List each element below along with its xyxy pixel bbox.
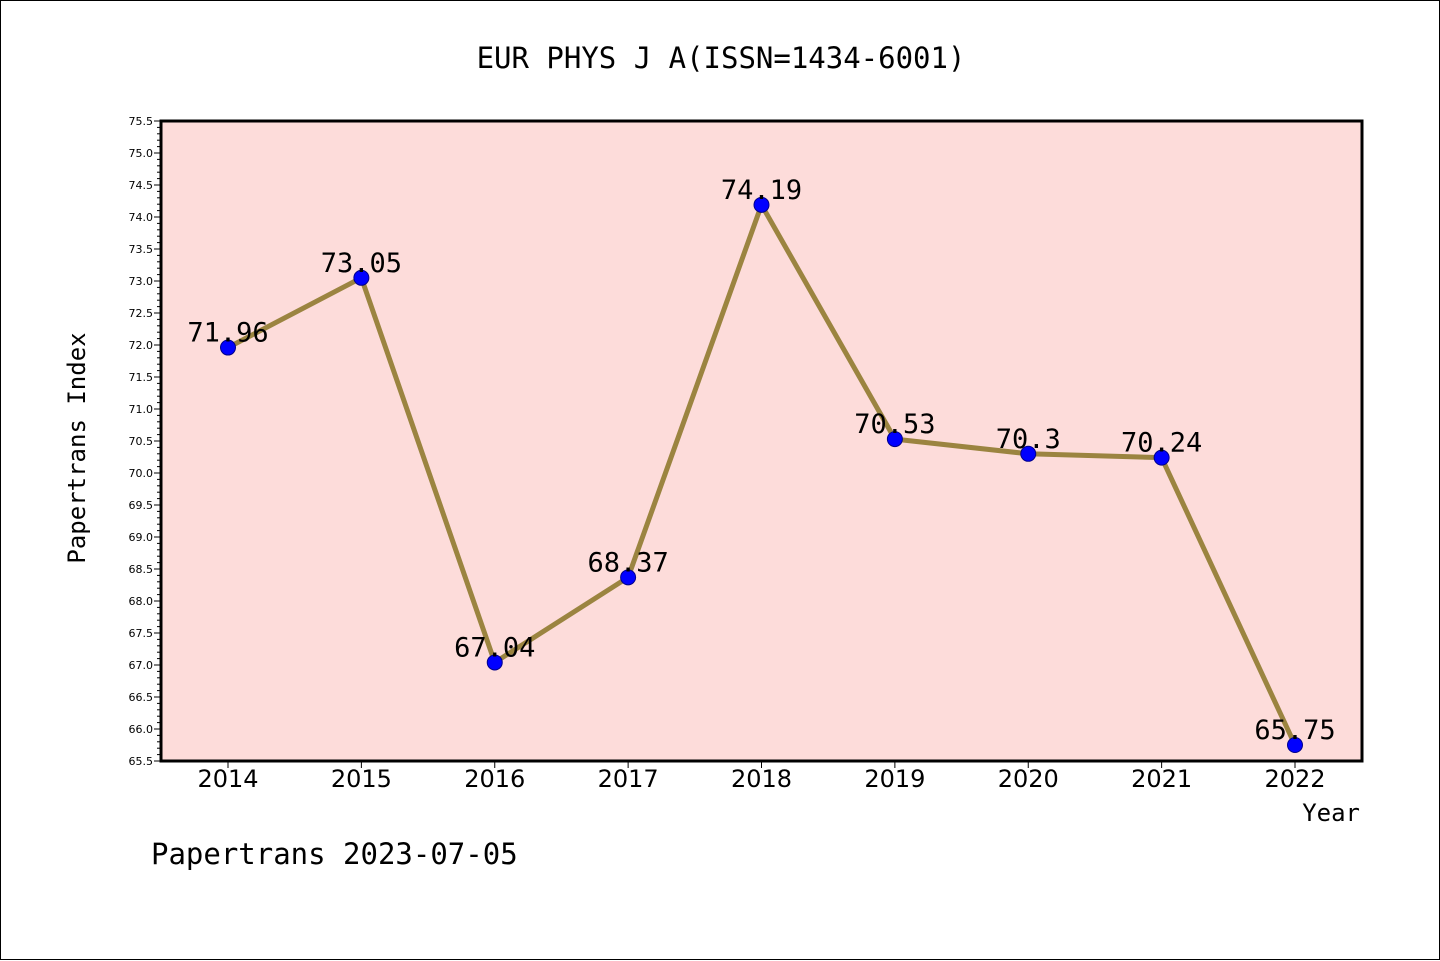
data-label: 74.19 xyxy=(721,175,802,206)
data-point-marker xyxy=(1020,445,1037,462)
y-tick-label: 71.0 xyxy=(129,403,154,416)
x-tick-label: 2015 xyxy=(331,765,392,793)
y-tick-label: 71.5 xyxy=(129,371,154,384)
data-point-marker xyxy=(353,269,370,286)
y-tick-label: 66.5 xyxy=(129,691,154,704)
y-tick-label: 72.0 xyxy=(129,339,154,352)
y-tick-label: 70.0 xyxy=(129,467,154,480)
y-tick-label: 74.0 xyxy=(129,211,154,224)
y-tick-label: 70.5 xyxy=(129,435,154,448)
plot-border xyxy=(159,119,1364,763)
chart-title: EUR PHYS J A(ISSN=1434-6001) xyxy=(477,41,966,75)
y-tick-label: 74.5 xyxy=(129,179,154,192)
y-axis-ticks: 65.5 66.0 66.5 67.0 67.5 68.0 68.5 69.0 69.5 70.0… xyxy=(129,115,161,768)
x-axis-label: Year xyxy=(1302,799,1360,827)
data-label: 68.37 xyxy=(587,547,668,578)
y-tick-label: 65.5 xyxy=(129,755,154,768)
x-tick-label: 2021 xyxy=(1131,765,1192,793)
y-tick-label: 68.5 xyxy=(129,563,154,576)
data-label: 70.3 xyxy=(996,424,1061,455)
data-label: 70.53 xyxy=(854,409,935,440)
y-tick-label: 72.5 xyxy=(129,307,154,320)
x-tick-label: 2019 xyxy=(864,765,925,793)
x-tick-label: 2014 xyxy=(197,765,258,793)
data-label: 71.96 xyxy=(187,318,268,349)
y-tick-label: 75.5 xyxy=(129,115,154,128)
y-axis-label: Papertrans Index xyxy=(63,332,91,563)
data-point-marker xyxy=(1287,737,1303,753)
y-tick-label: 66.0 xyxy=(129,723,154,736)
y-tick-label: 68.0 xyxy=(129,595,154,608)
y-tick-label: 73.5 xyxy=(129,243,154,256)
y-tick-label: 73.0 xyxy=(129,275,154,288)
data-point-marker xyxy=(753,196,770,213)
data-label: 70.24 xyxy=(1121,428,1202,459)
y-tick-label: 67.0 xyxy=(129,659,154,672)
data-point-marker xyxy=(886,431,903,448)
y-tick-label: 67.5 xyxy=(129,627,154,640)
data-point-marker xyxy=(1153,449,1170,466)
data-label: 67.04 xyxy=(454,632,535,663)
x-tick-label: 2017 xyxy=(598,765,659,793)
data-point-marker xyxy=(220,339,236,356)
data-label-group: 71.96 73.05 67.04 68.37 74.19 70.53 70.3 70.24 6… xyxy=(187,175,1335,746)
data-point-marker xyxy=(620,569,637,586)
x-tick-label: 2016 xyxy=(464,765,525,793)
data-point-marker xyxy=(486,654,503,671)
data-label: 65.75 xyxy=(1254,715,1335,746)
y-tick-label: 75.0 xyxy=(129,147,154,160)
x-tick-label: 2020 xyxy=(998,765,1059,793)
x-tick-label: 2018 xyxy=(731,765,792,793)
y-tick-label: 69.5 xyxy=(129,499,154,512)
marker-group xyxy=(220,196,1303,753)
footer-date: Papertrans 2023-07-05 xyxy=(151,837,518,871)
x-tick-label: 2022 xyxy=(1264,765,1325,793)
y-tick-label: 69.0 xyxy=(129,531,154,544)
x-axis-ticks: 2014 2015 2016 2017 2018 2019 2020 2021 2022 xyxy=(197,761,1326,793)
plot-area xyxy=(161,121,1362,761)
data-label: 73.05 xyxy=(321,248,402,279)
